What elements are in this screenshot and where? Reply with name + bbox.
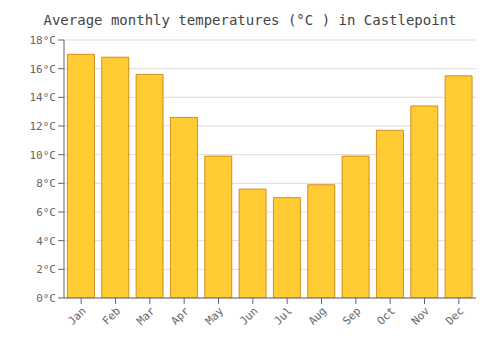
svg-text:2°C: 2°C xyxy=(36,263,56,276)
svg-text:8°C: 8°C xyxy=(36,177,56,190)
svg-text:18°C: 18°C xyxy=(30,34,57,47)
svg-text:Jan: Jan xyxy=(66,304,89,327)
svg-text:Aug: Aug xyxy=(306,304,329,327)
svg-text:Oct: Oct xyxy=(375,304,398,327)
svg-text:Sep: Sep xyxy=(340,304,363,327)
svg-text:6°C: 6°C xyxy=(36,206,56,219)
svg-text:14°C: 14°C xyxy=(30,91,57,104)
svg-text:Nov: Nov xyxy=(409,304,433,328)
svg-text:Jun: Jun xyxy=(237,304,260,327)
svg-text:12°C: 12°C xyxy=(30,120,57,133)
svg-text:Apr: Apr xyxy=(169,304,193,328)
html-text:Average monthly temperatures (: Average monthly temperatures (°C ) in Ca… xyxy=(43,12,457,28)
svg-text:4°C: 4°C xyxy=(36,235,56,248)
svg-text:Jul: Jul xyxy=(272,304,295,327)
svg-text:0°C: 0°C xyxy=(36,292,56,305)
svg-text:Dec: Dec xyxy=(443,304,466,327)
svg-text:10°C: 10°C xyxy=(30,149,57,162)
svg-text:May: May xyxy=(203,304,227,328)
svg-text:Mar: Mar xyxy=(134,304,158,328)
svg-text:16°C: 16°C xyxy=(30,63,57,76)
svg-text:Feb: Feb xyxy=(100,304,123,327)
